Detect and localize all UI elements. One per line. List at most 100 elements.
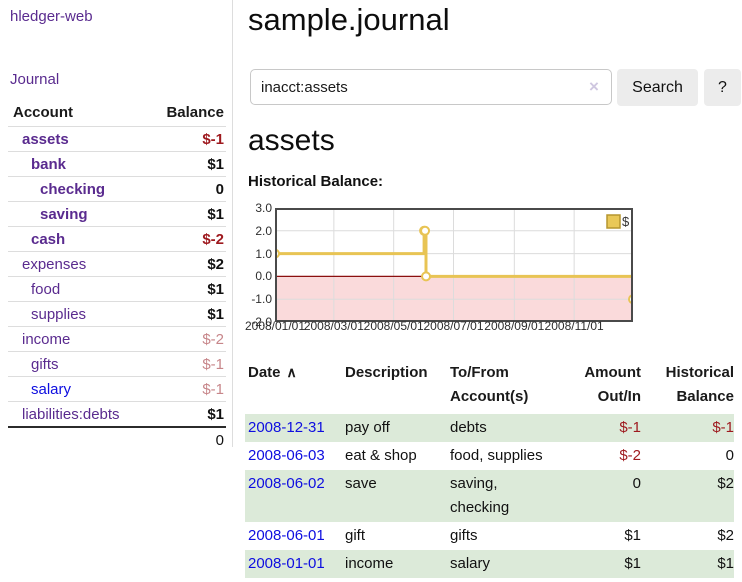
search-input[interactable] (250, 69, 612, 105)
chart-border (275, 208, 633, 322)
data-point-marker (420, 225, 431, 236)
account-link[interactable]: income (22, 331, 71, 348)
transaction-balance: $2 (717, 527, 734, 544)
date-header-label: Date (248, 364, 281, 381)
account-table-body: assets $-1 bank $1 checking 0 saving $1 cash $-2 e… (8, 126, 226, 428)
register-header-description: Description (345, 364, 428, 381)
account-row: cash $-2 (8, 226, 226, 252)
search-button[interactable]: Search (617, 69, 698, 106)
accounts-table: Account Balance assets $-1 bank $1 checking 0… (8, 102, 226, 452)
transaction-amount: $-1 (619, 419, 641, 436)
register-header-row: Date ∧ Description To/From Account(s) Amo… (245, 359, 734, 414)
transaction-accounts: salary (450, 555, 491, 572)
account-name-cell: food (8, 276, 151, 302)
account-link[interactable]: gifts (31, 356, 59, 373)
transaction-date-link[interactable]: 2008-06-03 (248, 447, 325, 464)
transaction-balance: $2 (717, 475, 734, 492)
transaction-balance: $1 (717, 555, 734, 572)
account-balance: $1 (150, 201, 226, 227)
register-table: Date ∧ Description To/From Account(s) Amo… (245, 359, 734, 578)
data-point-marker (421, 271, 432, 282)
account-link[interactable]: bank (31, 156, 67, 173)
transaction-row: 2008-06-02 save saving, checking 0 $2 (245, 470, 734, 522)
transaction-row: 2008-06-03 eat & shop food, supplies $-2 0 (245, 442, 734, 470)
transaction-accounts: food, supplies (450, 447, 543, 464)
account-row: assets $-1 (8, 126, 226, 152)
account-balance: $-2 (150, 226, 226, 252)
account-name-cell: checking (8, 176, 151, 202)
account-name-cell: bank (8, 151, 151, 177)
account-total-value: 0 (150, 426, 226, 452)
account-row: liabilities:debts $1 (8, 401, 226, 428)
account-balance: $2 (150, 251, 226, 277)
register-header-accounts: To/From Account(s) (450, 364, 529, 405)
app-title-link[interactable]: hledger-web (10, 8, 93, 25)
page-title: sample.journal (248, 2, 450, 37)
sidebar-item-journal[interactable]: Journal (10, 71, 60, 88)
account-name-cell: income (8, 326, 151, 352)
x-axis-tick-label: 2008/11/01 (544, 319, 604, 333)
transaction-description: gift (345, 527, 366, 544)
transaction-amount: $1 (624, 555, 641, 572)
account-row: gifts $-1 (8, 351, 226, 377)
transaction-description: pay off (345, 419, 390, 436)
chart-title: Historical Balance: (248, 173, 384, 190)
transaction-amount: $-2 (619, 447, 641, 464)
account-name-cell: assets (8, 126, 151, 152)
account-link[interactable]: assets (22, 131, 69, 148)
account-total-spacer (8, 426, 151, 452)
account-link[interactable]: saving (40, 206, 88, 223)
register-header-balance: Historical Balance (665, 364, 734, 405)
account-link[interactable]: expenses (22, 256, 87, 273)
account-link[interactable]: food (31, 281, 61, 298)
transaction-amount: $1 (624, 527, 641, 544)
account-row: income $-2 (8, 326, 226, 352)
transaction-row: 2008-01-01 income salary $1 $1 (245, 550, 734, 578)
transaction-description: save (345, 475, 377, 492)
clear-search-icon[interactable]: × (589, 77, 599, 96)
transaction-date-link[interactable]: 2008-06-01 (248, 527, 325, 544)
account-row: bank $1 (8, 151, 226, 177)
account-row: supplies $1 (8, 301, 226, 327)
account-balance: $-2 (150, 326, 226, 352)
transaction-date-cell: 2008-12-31 (245, 414, 345, 442)
transaction-date-link[interactable]: 2008-06-02 (248, 475, 325, 492)
legend-swatch (606, 214, 621, 229)
account-total-row: 0 (8, 426, 226, 452)
account-link[interactable]: cash (31, 231, 66, 248)
historical-balance-chart: $ 3.0 2.0 1.0 0.0 -1.0 -2.0 2008/01/01 2008/03/… (245, 200, 734, 348)
account-row: saving $1 (8, 201, 226, 227)
transaction-amount: 0 (632, 475, 641, 492)
account-balance: $-1 (150, 351, 226, 377)
x-axis-tick-label: 2008/07/01 (423, 319, 484, 333)
help-button[interactable]: ? (704, 69, 741, 106)
account-link[interactable]: liabilities:debts (22, 406, 120, 423)
register-header-amount: Amount Out/In (584, 364, 641, 405)
transaction-date-link[interactable]: 2008-01-01 (248, 555, 325, 572)
account-name-cell: saving (8, 201, 151, 227)
account-name-cell: gifts (8, 351, 151, 377)
account-heading: assets (248, 124, 335, 157)
y-axis-tick-label: 2.0 (255, 223, 272, 238)
account-row: expenses $2 (8, 251, 226, 277)
transaction-description: eat & shop (345, 447, 417, 464)
account-link[interactable]: checking (40, 181, 106, 198)
account-name-cell: salary (8, 376, 151, 402)
account-link[interactable]: salary (31, 381, 72, 398)
transaction-date-link[interactable]: 2008-12-31 (248, 419, 325, 436)
account-balance: $-1 (150, 376, 226, 402)
account-name-cell: cash (8, 226, 151, 252)
transaction-row: 2008-12-31 pay off debts $-1 $-1 (245, 414, 734, 442)
y-axis-tick-label: -2.0 (251, 315, 272, 329)
account-balance: $1 (150, 301, 226, 327)
transaction-balance: $-1 (712, 419, 734, 436)
register-table-body: 2008-12-31 pay off debts $-1 $-1 2008-06-03 ea… (245, 414, 734, 578)
transaction-description: income (345, 555, 394, 572)
sort-ascending-icon: ∧ (286, 364, 297, 380)
y-axis-tick-label: 3.0 (255, 201, 272, 215)
register-header-date[interactable]: Date ∧ (245, 359, 345, 414)
legend-label: $ (622, 214, 630, 229)
account-link[interactable]: supplies (31, 306, 87, 323)
account-balance: $1 (150, 276, 226, 302)
y-axis-tick-label: -1.0 (251, 292, 272, 307)
